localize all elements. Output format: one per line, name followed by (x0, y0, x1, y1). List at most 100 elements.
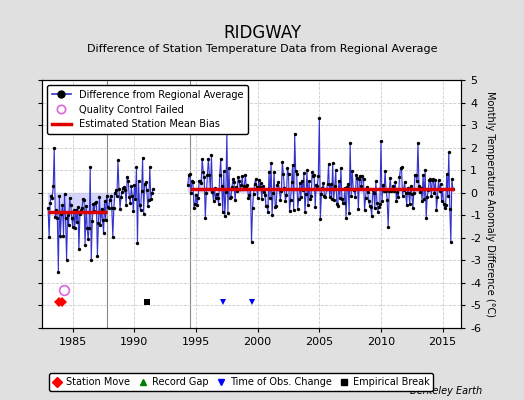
Point (312, 182, 321, 188)
Point (140, 180, 149, 187)
Point (329, 160, 337, 166)
Point (59, 233, 68, 239)
Point (297, 194, 305, 200)
Point (137, 188, 146, 194)
Point (215, 172, 224, 178)
Point (377, 138, 385, 144)
Point (216, 156, 225, 162)
Point (193, 202, 201, 208)
Point (366, 204, 375, 210)
Point (106, 192, 115, 199)
Point (324, 161, 333, 167)
Point (335, 178, 343, 184)
Point (440, 201, 448, 207)
Point (409, 205, 417, 211)
Point (260, 192, 269, 198)
Point (422, 215, 430, 222)
Point (111, 190, 119, 196)
Point (270, 169, 278, 175)
Point (58, 201, 67, 208)
Point (124, 178, 133, 184)
Point (100, 230, 108, 236)
Point (368, 187, 377, 194)
Point (358, 173, 367, 179)
Point (57, 210, 66, 217)
Point (435, 188, 444, 194)
Point (397, 164, 406, 170)
Point (88, 218, 96, 224)
Point (341, 185, 349, 192)
Point (130, 181, 138, 188)
Point (400, 179, 409, 185)
Point (323, 181, 332, 187)
Point (196, 178, 204, 184)
Point (260, 189, 268, 196)
Point (380, 188, 388, 194)
Point (373, 199, 381, 206)
Point (187, 190, 195, 196)
Point (406, 201, 414, 208)
Point (381, 168, 389, 174)
Point (418, 198, 426, 204)
Point (254, 194, 262, 201)
Point (77, 207, 85, 214)
Point (232, 184, 241, 190)
Point (331, 183, 339, 190)
Point (375, 203, 383, 210)
Point (47, 193, 56, 200)
Point (410, 190, 418, 196)
Point (103, 193, 111, 199)
Point (143, 186, 151, 193)
Point (107, 205, 116, 211)
Point (60, 191, 69, 197)
Point (135, 202, 144, 208)
Point (121, 186, 129, 193)
Point (299, 186, 307, 193)
Point (326, 181, 335, 188)
Point (343, 183, 351, 190)
Point (242, 184, 250, 190)
Point (205, 172, 214, 178)
Point (236, 186, 244, 192)
Point (278, 158, 287, 165)
Point (75, 246, 83, 252)
Point (81, 241, 89, 248)
Point (237, 182, 245, 188)
Point (261, 202, 270, 209)
Point (354, 206, 363, 212)
Point (94, 219, 103, 226)
Text: Difference of Station Temperature Data from Regional Average: Difference of Station Temperature Data f… (87, 44, 437, 54)
Point (275, 186, 283, 192)
Point (426, 176, 434, 182)
Point (63, 212, 72, 218)
Point (345, 210, 353, 216)
Point (110, 205, 118, 211)
Point (104, 205, 113, 211)
Point (298, 178, 306, 184)
Point (82, 202, 90, 209)
Point (344, 181, 352, 187)
Point (208, 188, 216, 195)
Point (387, 188, 396, 194)
Point (412, 172, 420, 178)
Point (392, 197, 400, 204)
Point (66, 195, 74, 201)
Point (330, 196, 338, 203)
Point (269, 190, 277, 196)
Point (244, 195, 253, 201)
Point (402, 202, 411, 208)
Point (245, 192, 254, 198)
Point (148, 190, 156, 196)
Point (382, 188, 390, 194)
Point (291, 168, 300, 174)
Point (367, 213, 376, 220)
Point (240, 183, 248, 190)
Point (219, 209, 227, 216)
Point (116, 205, 124, 212)
Point (386, 175, 395, 181)
Point (70, 207, 78, 213)
Point (45, 234, 53, 240)
Point (62, 257, 71, 264)
Point (78, 205, 86, 211)
Point (138, 155, 147, 162)
